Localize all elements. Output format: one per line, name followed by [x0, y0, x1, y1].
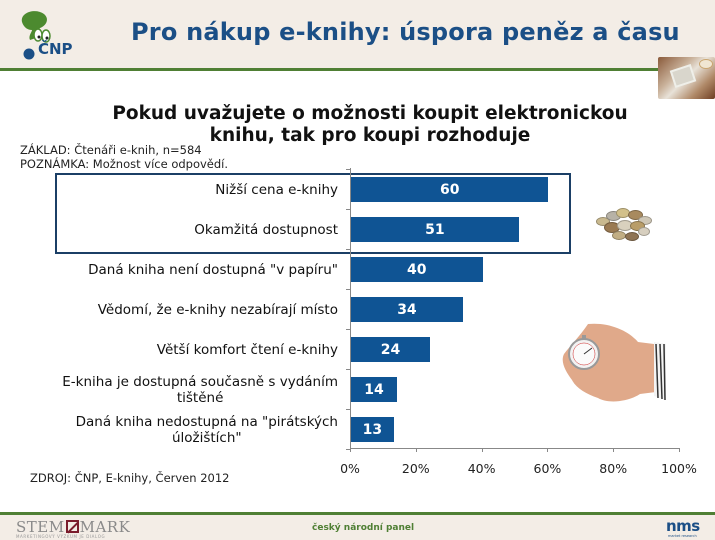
bar-value-label: 13 — [362, 421, 383, 438]
y-tick — [346, 169, 350, 170]
x-tick — [679, 448, 680, 452]
bar: 60 — [351, 177, 549, 202]
footer-band: STEM MARK MARKETINGOVÝ VÝZKUM JE DIALOG č… — [0, 512, 715, 540]
category-label: Daná kniha není dostupná "v papíru" — [88, 262, 338, 278]
x-tick — [481, 448, 483, 452]
category-label-line: úložištích" — [171, 429, 242, 446]
category-label: Daná kniha nedostupná na "pirátských úlož… — [76, 414, 338, 446]
bar: 34 — [351, 297, 463, 322]
x-axis-line — [350, 448, 680, 449]
bar: 40 — [351, 257, 483, 282]
y-tick — [346, 369, 350, 370]
bar-value-label: 24 — [380, 341, 401, 358]
y-tick — [346, 289, 350, 290]
category-label-line: tištěné — [176, 389, 224, 406]
bar: 13 — [351, 417, 394, 442]
highlight-box — [55, 173, 571, 254]
chart-title-line-2: knihu, tak pro koupi rozhoduje — [209, 125, 531, 146]
chart-title-line-1: Pokud uvažujete o možnosti koupit elektr… — [112, 103, 628, 124]
svg-text:ČNP: ČNP — [38, 39, 73, 58]
x-tick-label: 40% — [467, 461, 496, 476]
x-tick-label: 20% — [401, 461, 430, 476]
category-label-line: E-kniha je dostupná současně s vydáním — [62, 373, 338, 390]
ereader-screen — [669, 64, 697, 88]
y-tick — [346, 449, 350, 450]
source-note: ZDROJ: ČNP, E-knihy, Červen 2012 — [30, 471, 230, 485]
bar-value-label: 34 — [397, 301, 417, 318]
nms-logo: nms — [666, 517, 700, 535]
stem-mark-tagline: MARKETINGOVÝ VÝZKUM JE DIALOG — [16, 534, 106, 539]
header-band: ČNP Pro nákup e-knihy: úspora peněz a ča… — [0, 0, 715, 71]
bar: 14 — [351, 377, 398, 402]
cnp-logo: ČNP — [21, 11, 73, 60]
category-label-line: Daná kniha není dostupná "v papíru" — [88, 261, 338, 278]
stem-mark-logo-text-a: STEM — [16, 518, 65, 536]
stem-mark-box-icon — [65, 520, 79, 533]
y-tick — [346, 409, 350, 410]
bar-value-label: 51 — [425, 221, 445, 238]
category-label: E-kniha je dostupná současně s vydáním ti… — [62, 374, 338, 406]
x-tick-label: 80% — [599, 461, 628, 476]
y-axis-line — [350, 168, 351, 448]
category-label: Vědomí, že e-knihy nezabírají místo — [98, 302, 338, 318]
nms-tagline: market research — [668, 534, 697, 538]
bar-value-label: 14 — [364, 381, 384, 398]
category-label: Větší komfort čtení e-knihy — [157, 342, 338, 358]
x-tick-label: 60% — [533, 461, 562, 476]
ereader-photo — [658, 57, 715, 99]
y-tick — [346, 209, 350, 210]
category-label-line: Daná kniha nedostupná na "pirátských — [75, 413, 338, 430]
chart-title: Pokud uvažujete o možnosti koupit elektr… — [60, 103, 680, 147]
category-label-line: Větší komfort čtení e-knihy — [156, 341, 338, 358]
multiple-answers-note: POZNÁMKA: Možnost více odpovědí. — [20, 157, 229, 171]
stem-mark-logo-text-b: MARK — [79, 518, 131, 536]
category-label-line: Okamžitá dostupnost — [194, 221, 338, 238]
x-tick — [415, 448, 417, 452]
stem-mark-logo: STEM MARK — [16, 518, 130, 536]
page-title: Pro nákup e-knihy: úspora peněz a času — [131, 18, 680, 46]
y-tick — [346, 249, 350, 250]
base-note: ZÁKLAD: Čtenáři e-knih, n=584 — [20, 143, 202, 157]
x-tick — [547, 448, 549, 452]
stopwatch-hand-image — [562, 323, 666, 402]
bar-value-label: 40 — [407, 261, 427, 278]
category-label: Okamžitá dostupnost — [194, 222, 338, 238]
bar: 51 — [351, 217, 519, 242]
category-label-line: Nižší cena e-knihy — [215, 181, 338, 198]
x-tick-label: 0% — [340, 461, 360, 476]
category-label: Nižší cena e-knihy — [215, 182, 338, 198]
y-tick — [346, 329, 350, 330]
footer-center-text: český národní panel — [312, 523, 415, 533]
category-label-line: Vědomí, že e-knihy nezabírají místo — [97, 301, 338, 318]
coffee-cup — [699, 59, 713, 69]
coins-image — [594, 205, 660, 245]
x-tick — [613, 448, 615, 452]
x-tick — [350, 448, 351, 452]
bar-value-label: 60 — [439, 181, 460, 198]
x-tick-label: 100% — [661, 461, 697, 476]
bar: 24 — [351, 337, 430, 362]
